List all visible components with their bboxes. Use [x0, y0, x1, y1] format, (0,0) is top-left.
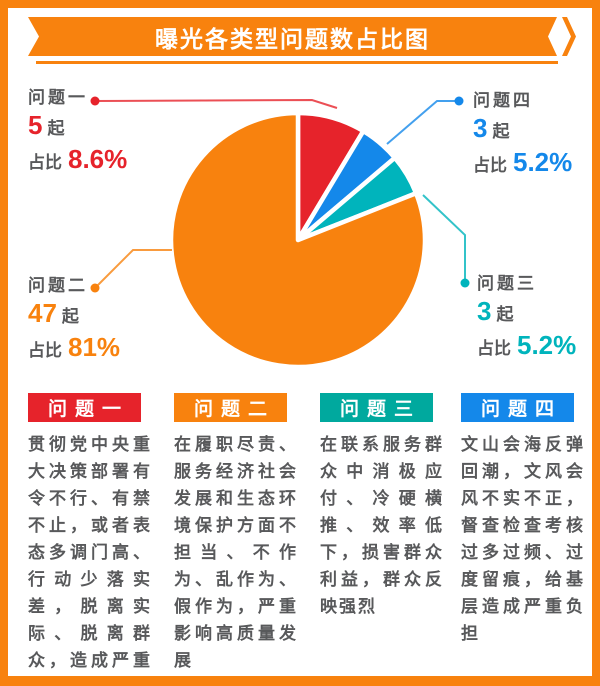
leader-dot-q2 — [90, 283, 100, 293]
leader-line-q4 — [386, 100, 459, 145]
leader-dot-q3 — [460, 278, 470, 288]
pie-label-q3-name: 问题三 — [477, 274, 537, 293]
legend-card-q4-header: 问题四 — [461, 393, 574, 422]
legend-card-q3-text: 在联系服务群众中消极应付、冷硬横推、效率低下，损害群众利益，群众反映强烈 — [320, 435, 444, 616]
leader-line-q2 — [94, 249, 172, 289]
pie-label-q2-name: 问题二 — [28, 276, 88, 295]
page-title: 曝光各类型问题数占比图 — [155, 25, 430, 52]
pie-label-q1-pct-caption: 占比 — [28, 153, 62, 172]
legend-card-q3-title: 问题三 — [339, 399, 421, 420]
legend-card-q1-text: 贯彻党中央重大决策部署有令不行、有禁不止，或者表态多调门高、行动少落实差，脱离实… — [28, 435, 152, 686]
legend-card-q2-header: 问题二 — [174, 393, 287, 422]
leader-dot-q4 — [454, 96, 464, 106]
leader-line-q3 — [422, 194, 466, 283]
pie-label-q1-pct: 8.6% — [68, 144, 128, 174]
pie-label-q2-count: 47 — [28, 298, 57, 328]
legend-card-q3: 问题三 在联系服务群众中消极应付、冷硬横推、效率低下，损害群众利益，群众反映强烈 — [320, 393, 452, 620]
pie-label-q2-pct: 81% — [68, 332, 121, 362]
pie-label-q1-unit: 起 — [47, 119, 65, 138]
legend-card-q1-header: 问题一 — [28, 393, 141, 422]
pie-label-q4-pct-caption: 占比 — [473, 156, 507, 175]
legend-card-q4-title: 问题四 — [480, 399, 562, 420]
leader-dot-q1 — [90, 96, 100, 106]
pie-label-q2-unit: 起 — [61, 307, 79, 326]
legend-card-q1-title: 问题一 — [47, 399, 129, 420]
pie-label-q3-count: 3 — [477, 296, 492, 326]
pie-label-q2-pct-caption: 占比 — [28, 341, 62, 360]
pie-label-q3-pct: 5.2% — [517, 330, 577, 360]
legend-card-q4: 问题四 文山会海反弹回潮，文风会风不实不正，督查检查考核过多过频、过度留痕，给基… — [461, 393, 593, 647]
legend-card-q1: 问题一 贯彻党中央重大决策部署有令不行、有禁不止，或者表态多调门高、行动少落实差… — [28, 393, 160, 686]
pie-label-q4-name: 问题四 — [473, 91, 533, 110]
legend-card-q2: 问题二 在履职尽责、服务经济社会发展和生态环境保护方面不担当、不作为、乱作为、假… — [174, 393, 306, 674]
pie-label-q4-pct: 5.2% — [513, 147, 573, 177]
legend-card-q2-title: 问题二 — [193, 399, 275, 420]
legend-card-q2-text: 在履职尽责、服务经济社会发展和生态环境保护方面不担当、不作为、乱作为、假作为，严… — [174, 435, 298, 670]
pie-chart — [90, 96, 470, 370]
pie-label-q3-pct-caption: 占比 — [477, 339, 511, 358]
legend-card-q3-header: 问题三 — [320, 393, 433, 422]
pie-label-q1-name: 问题一 — [28, 88, 88, 107]
pie-label-q4-count: 3 — [473, 113, 488, 143]
pie-slice-q2 — [168, 110, 428, 370]
ribbon-tail-icon — [562, 17, 576, 56]
pie-label-q3-unit: 起 — [496, 305, 514, 324]
pie-label-q4-unit: 起 — [492, 122, 510, 141]
legend-card-q4-text: 文山会海反弹回潮，文风会风不实不正，督查检查考核过多过频、过度留痕，给基层造成严… — [461, 435, 585, 643]
pie-label-q2: 问题二 47 起 占比 81% — [28, 274, 125, 366]
title-banner: 曝光各类型问题数占比图 — [28, 17, 557, 56]
pie-label-q1-count: 5 — [28, 110, 43, 140]
leader-line-q1 — [94, 98, 338, 109]
ribbon-underline — [36, 61, 558, 64]
